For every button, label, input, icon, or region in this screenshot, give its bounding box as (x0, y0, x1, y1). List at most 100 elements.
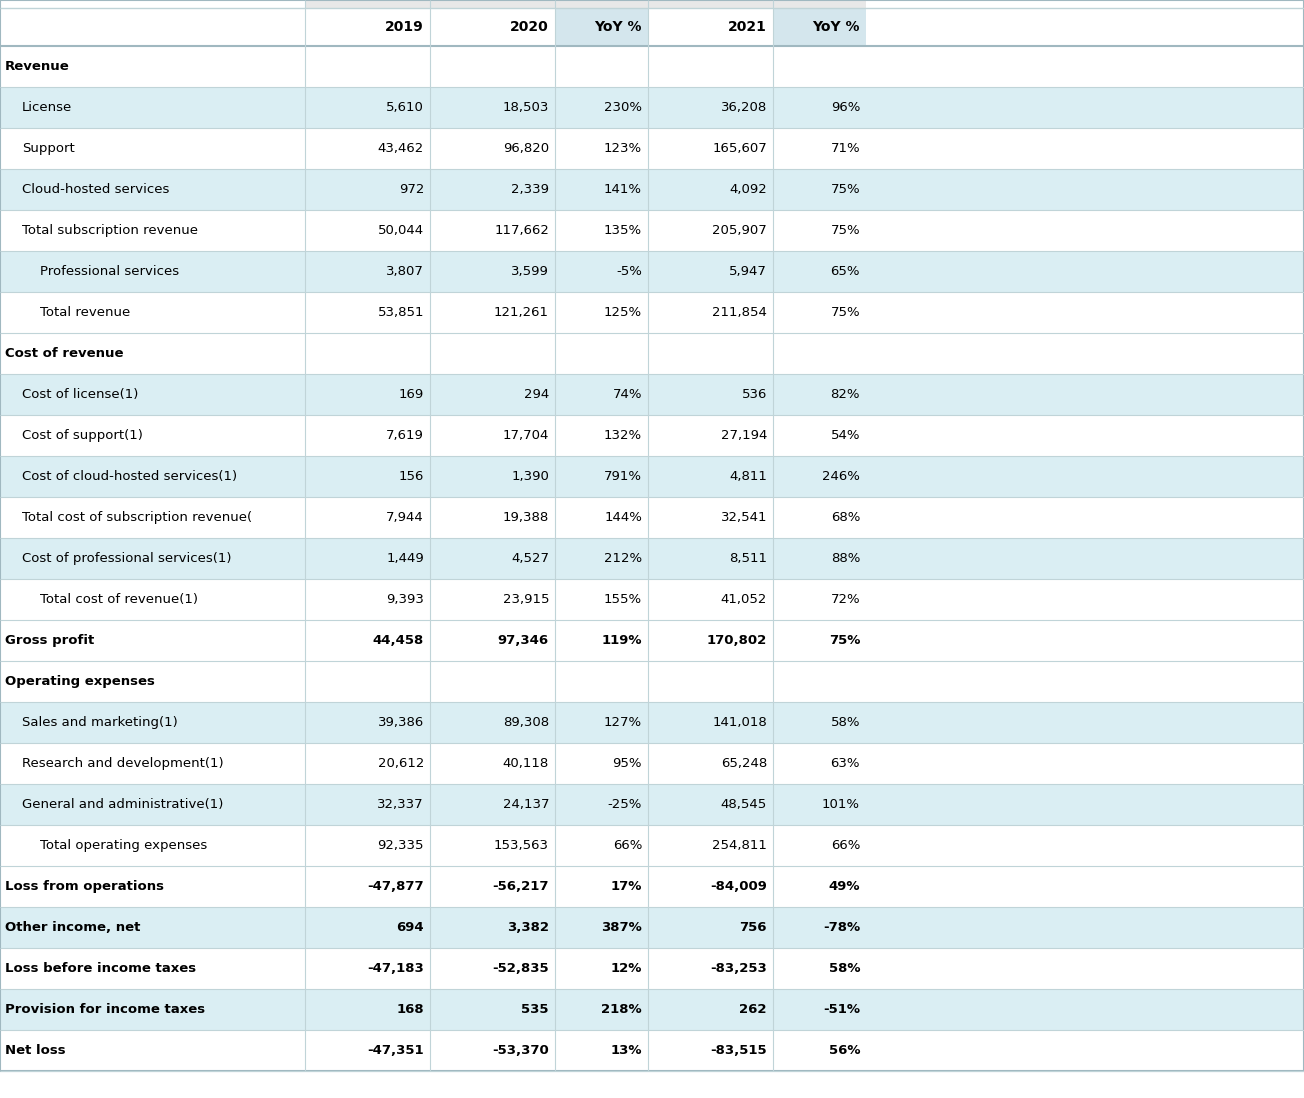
Text: -47,877: -47,877 (368, 879, 424, 893)
Text: -53,370: -53,370 (492, 1044, 549, 1057)
Bar (0, 825, 1304, 866)
Text: 123%: 123% (604, 142, 642, 155)
Bar (0, 702, 1304, 743)
Text: 8,511: 8,511 (729, 552, 767, 565)
Text: 56%: 56% (828, 1044, 861, 1057)
Text: 89,308: 89,308 (503, 716, 549, 729)
Text: 75%: 75% (831, 306, 861, 320)
Text: Total subscription revenue: Total subscription revenue (22, 224, 198, 237)
Text: 119%: 119% (601, 634, 642, 647)
Text: 88%: 88% (831, 552, 861, 565)
Text: 972: 972 (399, 183, 424, 197)
Text: 95%: 95% (613, 757, 642, 770)
Text: 135%: 135% (604, 224, 642, 237)
Text: 96%: 96% (831, 101, 861, 114)
Text: -83,515: -83,515 (711, 1044, 767, 1057)
Text: 24,137: 24,137 (502, 798, 549, 811)
Text: 92,335: 92,335 (377, 839, 424, 852)
Text: 127%: 127% (604, 716, 642, 729)
Bar (430, 0, 556, 8)
Text: -84,009: -84,009 (711, 879, 767, 893)
Text: 155%: 155% (604, 593, 642, 606)
Text: 71%: 71% (831, 142, 861, 155)
Text: 50,044: 50,044 (378, 224, 424, 237)
Text: YoY %: YoY % (812, 20, 861, 34)
Text: 5,610: 5,610 (386, 101, 424, 114)
Text: 97,346: 97,346 (498, 634, 549, 647)
Text: 2021: 2021 (728, 20, 767, 34)
Text: 75%: 75% (831, 224, 861, 237)
Text: 7,619: 7,619 (386, 429, 424, 442)
Text: 3,599: 3,599 (511, 265, 549, 278)
Text: 144%: 144% (604, 511, 642, 524)
Bar (0, 0, 305, 8)
Text: 212%: 212% (604, 552, 642, 565)
Text: 75%: 75% (831, 183, 861, 197)
Text: Total operating expenses: Total operating expenses (40, 839, 207, 852)
Text: 4,527: 4,527 (511, 552, 549, 565)
Text: -83,253: -83,253 (711, 962, 767, 975)
Text: 246%: 246% (822, 470, 861, 483)
Text: 535: 535 (522, 1002, 549, 1016)
Bar (0, 128, 1304, 169)
Text: Sales and marketing(1): Sales and marketing(1) (22, 716, 177, 729)
Text: 27,194: 27,194 (721, 429, 767, 442)
Text: 117,662: 117,662 (494, 224, 549, 237)
Text: -5%: -5% (615, 265, 642, 278)
Text: 82%: 82% (831, 388, 861, 401)
Text: 23,915: 23,915 (502, 593, 549, 606)
Text: 3,807: 3,807 (386, 265, 424, 278)
Bar (0, 456, 1304, 497)
Text: -25%: -25% (608, 798, 642, 811)
Text: Loss from operations: Loss from operations (5, 879, 164, 893)
Text: 125%: 125% (604, 306, 642, 320)
Bar (0, 415, 1304, 456)
Text: 65,248: 65,248 (721, 757, 767, 770)
Bar (0, 87, 1304, 128)
Text: Support: Support (22, 142, 74, 155)
Text: 791%: 791% (604, 470, 642, 483)
Bar (0, 374, 1304, 415)
Text: 18,503: 18,503 (502, 101, 549, 114)
Text: 1,449: 1,449 (386, 552, 424, 565)
Bar (773, 0, 866, 8)
Text: 121,261: 121,261 (494, 306, 549, 320)
Bar (0, 907, 1304, 948)
Text: 53,851: 53,851 (377, 306, 424, 320)
Bar (0, 210, 1304, 251)
Text: Total revenue: Total revenue (40, 306, 130, 320)
Text: 49%: 49% (828, 879, 861, 893)
Text: 165,607: 165,607 (712, 142, 767, 155)
Text: 694: 694 (396, 921, 424, 934)
Text: Research and development(1): Research and development(1) (22, 757, 223, 770)
Text: Cost of license(1): Cost of license(1) (22, 388, 138, 401)
Text: 58%: 58% (831, 716, 861, 729)
Bar (0, 579, 1304, 620)
Text: 294: 294 (524, 388, 549, 401)
Bar (305, 0, 430, 8)
Text: Other income, net: Other income, net (5, 921, 141, 934)
Bar (0, 743, 1304, 784)
Text: 387%: 387% (601, 921, 642, 934)
Text: Loss before income taxes: Loss before income taxes (5, 962, 196, 975)
Bar (305, 8, 430, 46)
Text: 12%: 12% (610, 962, 642, 975)
Text: Cost of professional services(1): Cost of professional services(1) (22, 552, 232, 565)
Bar (0, 292, 1304, 333)
Text: 170,802: 170,802 (707, 634, 767, 647)
Text: 65%: 65% (831, 265, 861, 278)
Bar (0, 620, 1304, 661)
Text: 39,386: 39,386 (378, 716, 424, 729)
Bar (0, 8, 305, 46)
Text: 75%: 75% (828, 634, 861, 647)
Text: 32,337: 32,337 (377, 798, 424, 811)
Bar (648, 8, 773, 46)
Text: 43,462: 43,462 (378, 142, 424, 155)
Text: YoY %: YoY % (595, 20, 642, 34)
Text: 3,382: 3,382 (507, 921, 549, 934)
Bar (0, 784, 1304, 825)
Text: 63%: 63% (831, 757, 861, 770)
Text: 756: 756 (739, 921, 767, 934)
Text: -78%: -78% (823, 921, 861, 934)
Text: 66%: 66% (613, 839, 642, 852)
